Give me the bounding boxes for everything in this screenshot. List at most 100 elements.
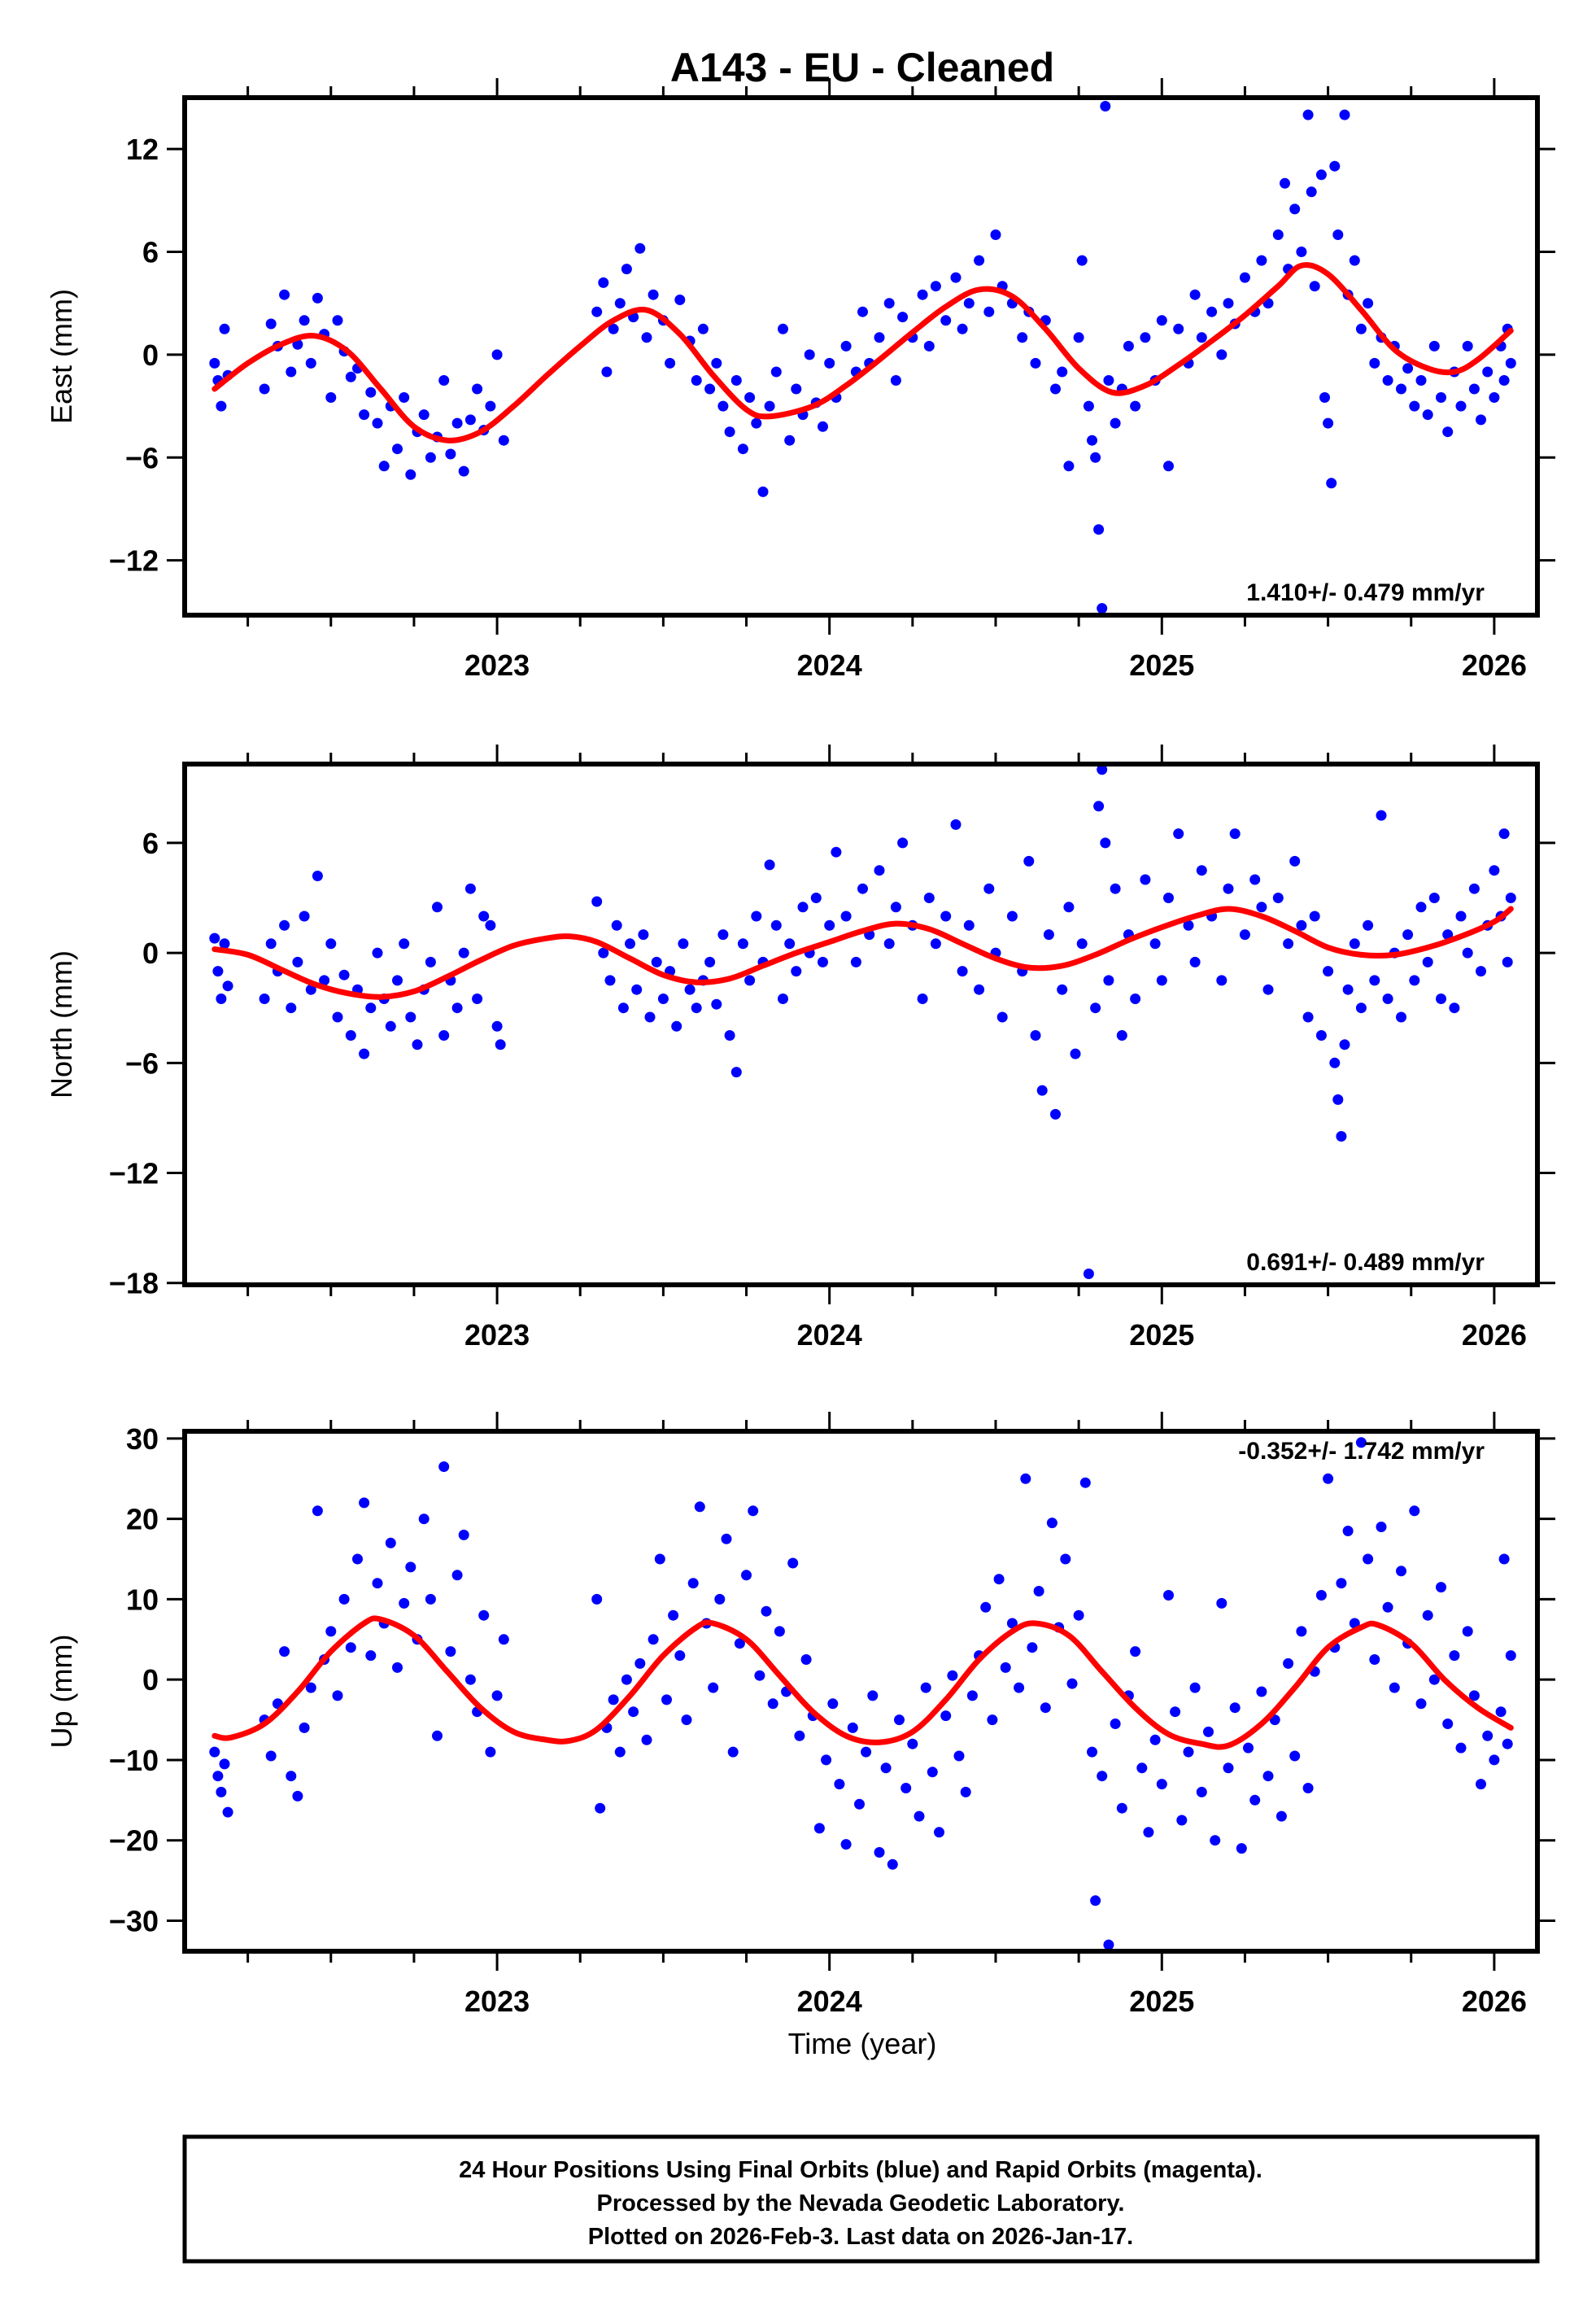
data-point [591, 306, 603, 317]
data-point [385, 1537, 396, 1548]
data-point [219, 1758, 230, 1770]
data-point [299, 911, 310, 922]
data-point [1090, 1895, 1101, 1906]
data-point [1442, 1719, 1454, 1729]
x-tick-label: 2025 [1129, 649, 1194, 682]
data-point [359, 409, 370, 421]
data-point [625, 938, 635, 950]
data-point [1296, 919, 1307, 931]
data-point [1196, 332, 1207, 343]
data-point [751, 417, 762, 429]
data-point [850, 956, 861, 967]
data-point [940, 1710, 952, 1722]
data-point [930, 281, 941, 292]
data-point [704, 383, 716, 395]
y-tick-label: 20 [126, 1503, 159, 1536]
data-point [216, 1786, 227, 1797]
data-point [654, 1553, 665, 1565]
data-point [1173, 828, 1184, 840]
data-point [1428, 340, 1440, 352]
data-point [1355, 323, 1367, 334]
data-point [687, 1578, 699, 1589]
data-point [286, 366, 297, 378]
data-point [265, 938, 277, 950]
data-point [1249, 1794, 1261, 1806]
data-point [1315, 169, 1327, 181]
data-point [1023, 855, 1035, 867]
data-point [604, 975, 616, 986]
data-point [1073, 332, 1084, 343]
data-point [990, 229, 1001, 240]
data-point [1163, 893, 1174, 903]
data-point [744, 975, 756, 986]
data-point [974, 984, 985, 995]
data-point [1149, 1734, 1161, 1745]
x-tick-label: 2026 [1462, 649, 1527, 682]
x-tick-label: 2025 [1129, 1985, 1194, 2018]
data-point [601, 366, 613, 378]
data-point [1063, 902, 1075, 913]
data-point [1256, 255, 1267, 266]
data-point [464, 883, 476, 894]
data-point [794, 1730, 805, 1741]
data-point [1223, 298, 1234, 309]
data-point [874, 1847, 885, 1858]
data-point [691, 1002, 702, 1014]
footer-line-1: 24 Hour Positions Using Final Orbits (bl… [459, 2157, 1262, 2183]
data-point [385, 1020, 396, 1032]
data-point [1482, 1730, 1494, 1741]
data-point [279, 289, 290, 300]
data-point [451, 1002, 463, 1014]
data-point [993, 1574, 1005, 1585]
data-point [857, 306, 868, 317]
data-point [950, 819, 962, 830]
data-point [914, 1810, 925, 1822]
data-point [1415, 902, 1427, 913]
data-point [1489, 392, 1500, 403]
data-point [894, 1714, 905, 1726]
data-point [684, 984, 696, 995]
data-point [1060, 1553, 1071, 1565]
data-point [1083, 400, 1094, 412]
data-point [1100, 837, 1111, 849]
data-point [1376, 1522, 1387, 1532]
data-point [1156, 315, 1167, 326]
data-point [987, 1714, 998, 1726]
data-point [787, 1557, 799, 1569]
data-point [491, 349, 503, 360]
data-point [1363, 919, 1374, 931]
data-point [365, 1002, 377, 1014]
data-point [1079, 1477, 1091, 1488]
data-point [1363, 1553, 1374, 1565]
up-fit-line [211, 1615, 1514, 1750]
data-point [445, 448, 456, 460]
y-tick-label: −6 [125, 441, 159, 474]
data-point [681, 1714, 692, 1726]
data-point [1156, 1779, 1167, 1790]
data-point [770, 366, 782, 378]
data-point [754, 1670, 765, 1681]
data-point [372, 947, 383, 959]
data-point [1262, 984, 1274, 995]
data-point [621, 264, 632, 275]
data-point [1006, 911, 1018, 922]
data-point [1323, 417, 1334, 429]
data-point [831, 846, 842, 858]
data-point [1468, 883, 1480, 894]
east-points [209, 101, 1516, 614]
data-point [209, 932, 220, 944]
data-point [887, 1858, 898, 1870]
data-point [1143, 1827, 1154, 1838]
data-point [222, 1806, 233, 1818]
data-point [1030, 1030, 1041, 1041]
data-point [874, 332, 885, 343]
data-point [1436, 994, 1446, 1004]
data-point [1476, 1779, 1486, 1790]
data-point [980, 1601, 992, 1613]
data-point [974, 255, 985, 266]
data-point [1087, 435, 1097, 446]
data-point [983, 306, 995, 317]
data-point [392, 443, 403, 455]
data-point [1206, 306, 1218, 317]
